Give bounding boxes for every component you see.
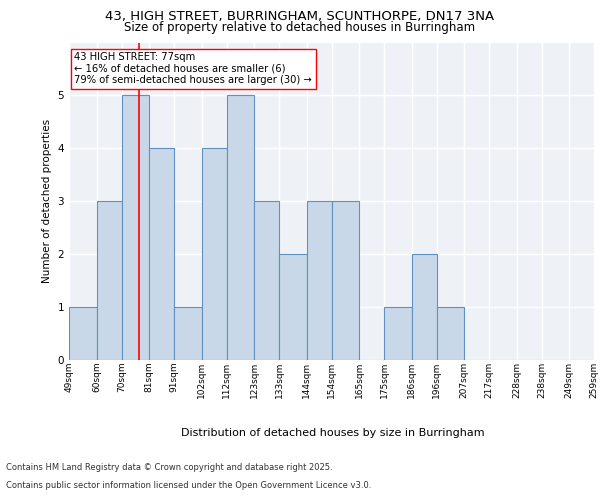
Y-axis label: Number of detached properties: Number of detached properties: [42, 119, 52, 284]
Bar: [202, 148, 227, 360]
Text: 43, HIGH STREET, BURRINGHAM, SCUNTHORPE, DN17 3NA: 43, HIGH STREET, BURRINGHAM, SCUNTHORPE,…: [106, 10, 494, 23]
Bar: [122, 96, 149, 360]
Text: Distribution of detached houses by size in Burringham: Distribution of detached houses by size …: [181, 428, 485, 438]
Bar: [227, 96, 254, 360]
Bar: [279, 254, 307, 360]
Bar: [384, 307, 412, 360]
Bar: [307, 201, 332, 360]
Bar: [437, 307, 464, 360]
Bar: [69, 307, 97, 360]
Bar: [254, 201, 279, 360]
Text: Contains public sector information licensed under the Open Government Licence v3: Contains public sector information licen…: [6, 481, 371, 490]
Bar: [149, 148, 174, 360]
Text: Size of property relative to detached houses in Burringham: Size of property relative to detached ho…: [124, 22, 476, 35]
Bar: [332, 201, 359, 360]
Bar: [412, 254, 437, 360]
Bar: [97, 201, 122, 360]
Bar: [174, 307, 202, 360]
Text: 43 HIGH STREET: 77sqm
← 16% of detached houses are smaller (6)
79% of semi-detac: 43 HIGH STREET: 77sqm ← 16% of detached …: [74, 52, 312, 85]
Text: Contains HM Land Registry data © Crown copyright and database right 2025.: Contains HM Land Registry data © Crown c…: [6, 464, 332, 472]
